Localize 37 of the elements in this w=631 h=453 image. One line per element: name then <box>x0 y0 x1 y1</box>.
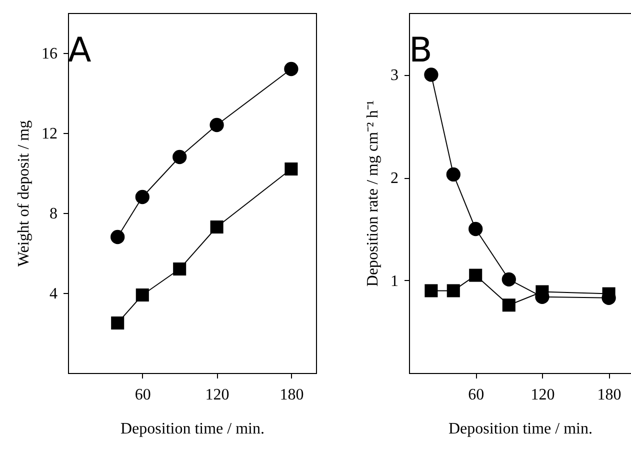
point <box>136 288 149 302</box>
point <box>173 262 186 276</box>
point <box>210 118 224 132</box>
y-tick-label: 4 <box>50 286 58 302</box>
x-tick-label: 120 <box>530 386 555 404</box>
point <box>111 316 124 330</box>
y-axis-title: Weight of deposit / mg <box>16 120 32 267</box>
x-tick-label: 120 <box>205 386 230 404</box>
point <box>110 230 125 244</box>
y-tick-label: 12 <box>42 126 58 142</box>
annotation: B <box>409 30 432 71</box>
x-tick-label: 60 <box>134 386 151 404</box>
point <box>284 62 298 76</box>
point <box>424 284 438 298</box>
point <box>135 190 150 204</box>
annotation: A <box>68 30 92 71</box>
point <box>284 162 298 176</box>
y-tick-label: 1 <box>390 272 398 290</box>
y-tick-label: 16 <box>42 46 58 62</box>
y-axis-title: Deposition rate / mg cm⁻² h⁻¹ <box>364 100 382 287</box>
point <box>172 150 187 164</box>
point <box>424 68 438 82</box>
y-tick-label: 3 <box>390 67 398 84</box>
x-tick-label: 60 <box>468 386 484 404</box>
point <box>502 272 516 286</box>
point <box>446 167 460 182</box>
point <box>210 220 224 234</box>
x-axis-title: Deposition time / min. <box>120 420 264 438</box>
y-tick-label: 2 <box>390 170 398 188</box>
point <box>446 284 460 298</box>
x-tick-label: 180 <box>280 386 304 404</box>
point <box>469 268 482 282</box>
point <box>502 298 516 312</box>
y-tick-label: 8 <box>50 206 58 222</box>
point <box>468 222 483 236</box>
x-axis-title: Deposition time / min. <box>448 420 592 438</box>
x-tick-label: 180 <box>597 386 622 404</box>
